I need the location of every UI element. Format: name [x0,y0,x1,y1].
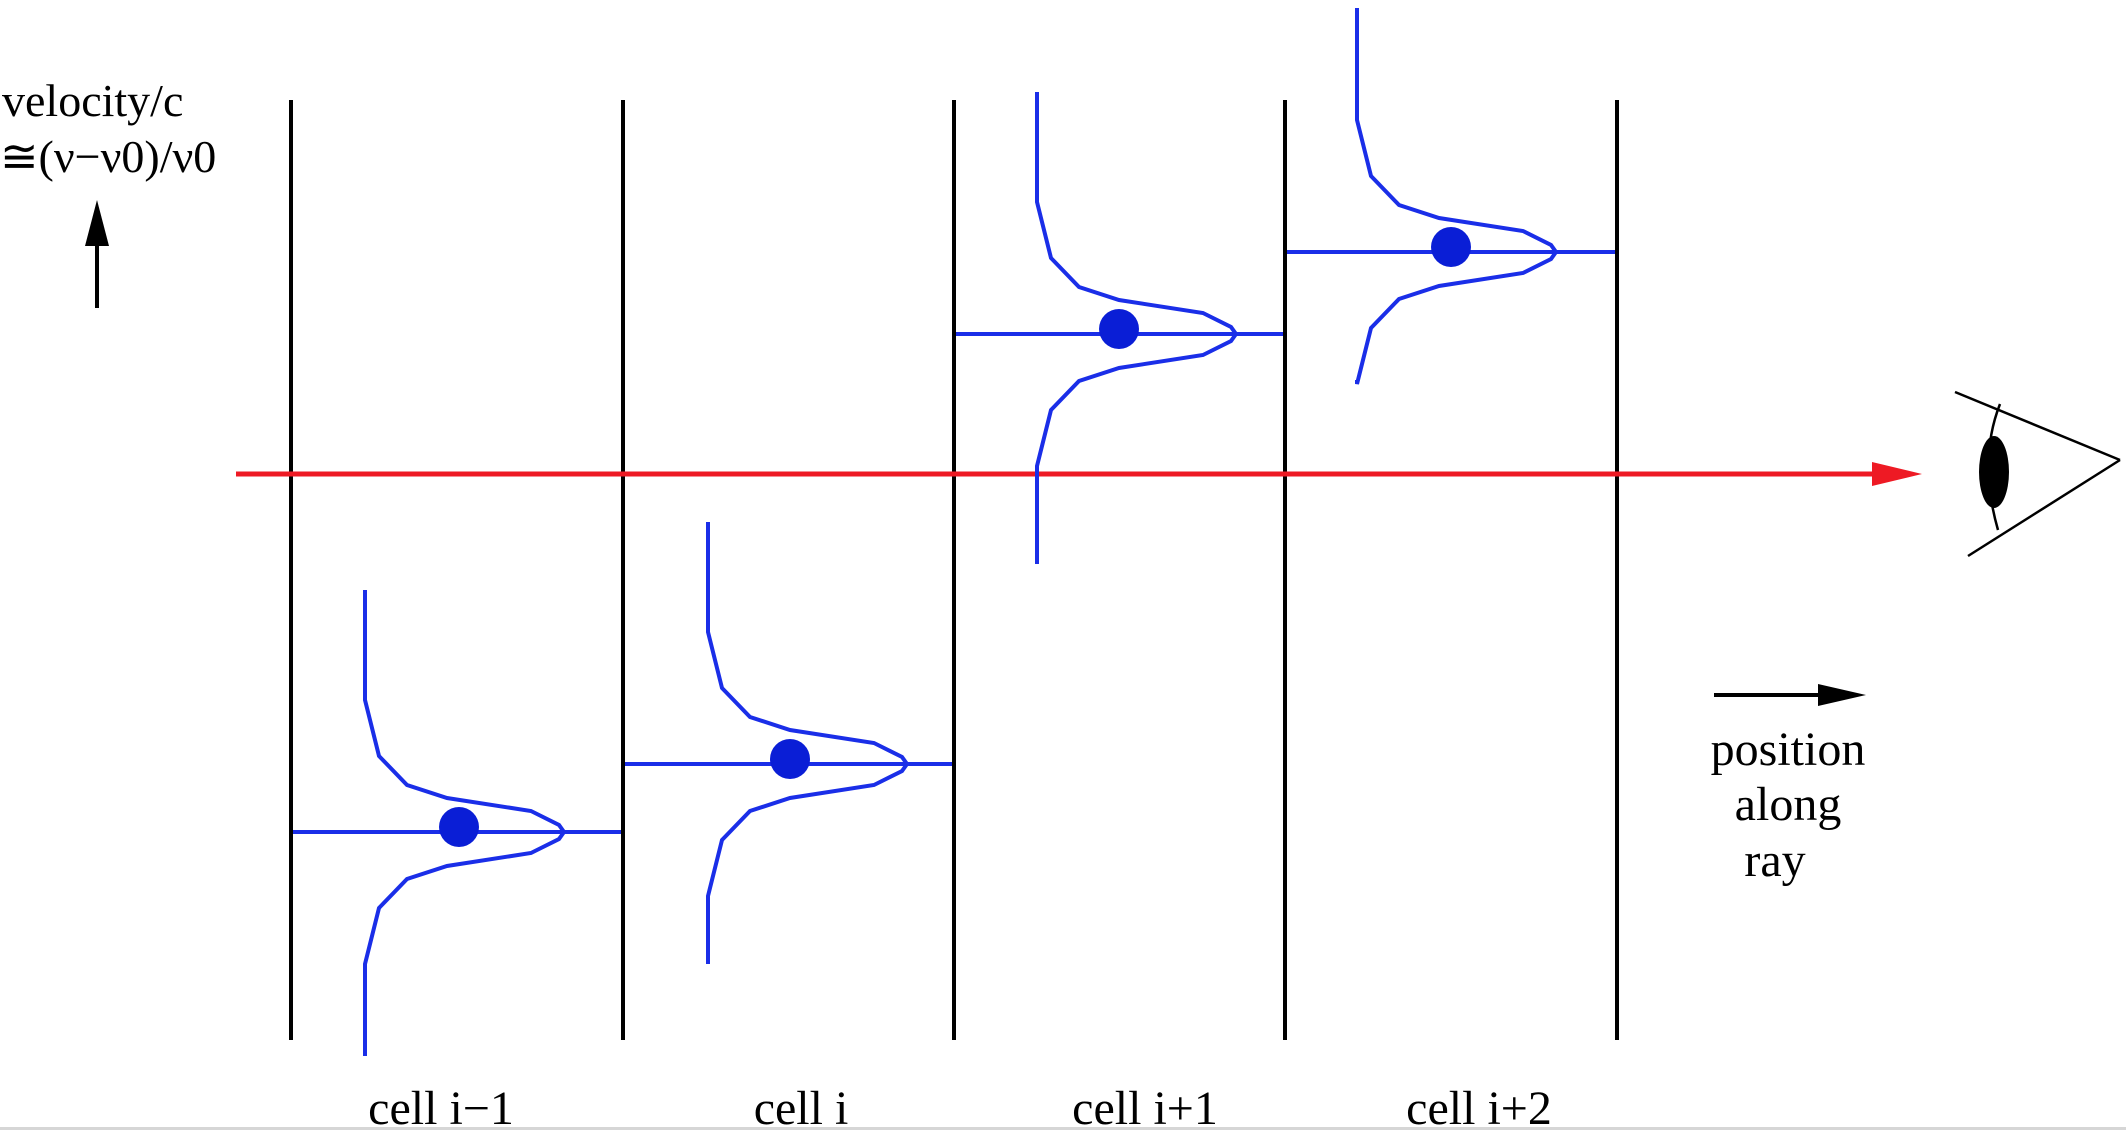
cell-velocity-dot [439,807,479,847]
position-label-line1: position [1711,723,1866,776]
cell-label-i-minus-1: cell i−1 [368,1082,514,1130]
eye-icon [1954,390,2121,558]
cell-label-i-plus-2: cell i+2 [1406,1082,1552,1130]
cell-velocity-dot [1099,309,1139,349]
position-label-line3: ray [1744,834,1805,887]
ray-arrow [236,462,1922,486]
cell-velocity-dot [1431,227,1471,267]
position-label-line2: along [1735,778,1842,831]
line-profiles [293,8,1615,1056]
cell-walls [289,100,1619,1040]
axis-label-line2: ≅(ν−ν0)/ν0 [0,131,216,182]
line-profile-curve [706,522,910,964]
position-arrow [1714,684,1866,706]
cell-label-i-plus-1: cell i+1 [1072,1082,1218,1130]
axis-label-line1: velocity/c [2,75,183,126]
bottom-divider [0,1127,2126,1130]
cell-label-i: cell i [754,1082,849,1130]
velocity-up-arrow [85,200,109,308]
cell-velocity-dot [770,739,810,779]
line-profile-curve [1355,8,1559,385]
